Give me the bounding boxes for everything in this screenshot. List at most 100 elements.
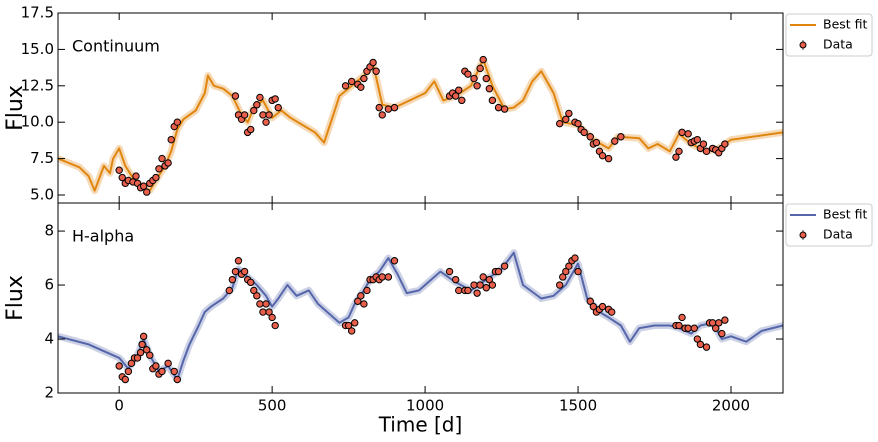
frame (57, 12, 784, 204)
data-point (354, 297, 362, 305)
data-point (384, 105, 393, 113)
data-point (693, 135, 702, 144)
data-point (451, 275, 460, 284)
legend-label: Best fit (823, 17, 868, 32)
data-point (675, 321, 683, 330)
data-point (482, 284, 490, 292)
data-point (372, 67, 380, 75)
data-point (574, 119, 582, 128)
x-axis-label: Time [d] (378, 413, 463, 437)
data-point (152, 362, 160, 370)
data-point (611, 137, 619, 145)
data-point (598, 302, 607, 311)
data-point (488, 281, 497, 289)
data-point (247, 278, 255, 287)
annotation: Continuum (72, 37, 160, 56)
data-point (164, 159, 172, 167)
data-point (228, 275, 237, 284)
data-point (341, 82, 350, 90)
y-tick-label: 15.0 (21, 40, 54, 58)
data-point (155, 165, 163, 173)
fit-band (58, 56, 783, 195)
data-point (586, 133, 594, 141)
data-point (250, 286, 258, 295)
data-point (482, 74, 490, 83)
y-tick-label: 12.5 (21, 76, 54, 94)
data-point (173, 375, 182, 384)
data-point (488, 96, 497, 105)
data-point (259, 308, 267, 316)
data-point (500, 105, 509, 113)
data-point (259, 111, 267, 119)
data-point (693, 335, 702, 343)
data-point (455, 286, 463, 295)
data-point (115, 362, 123, 370)
data-point (271, 95, 279, 103)
data-point (344, 321, 353, 330)
data-point (250, 106, 258, 115)
data-point (571, 254, 579, 262)
data-point (256, 300, 264, 308)
data-point (378, 273, 386, 281)
data-point (562, 115, 570, 123)
data-point (718, 329, 726, 338)
data-point (470, 281, 478, 289)
annotation: H-alpha (72, 227, 134, 246)
legend-label: Data (823, 37, 853, 52)
data-point (690, 324, 698, 332)
data-point (479, 55, 487, 64)
data-point (580, 128, 588, 137)
data-point (262, 300, 270, 308)
data-point (231, 267, 240, 276)
data-point (357, 83, 365, 91)
data-point (357, 292, 365, 300)
data-point (479, 273, 487, 281)
y-tick-label: 6 (44, 276, 54, 294)
data-point (458, 96, 466, 105)
data-point (555, 281, 564, 289)
data-point (363, 286, 371, 295)
data-point (240, 111, 249, 119)
data-point (476, 281, 484, 289)
y-tick-label: 5.0 (30, 185, 54, 203)
data-point (133, 354, 142, 362)
y-tick-label: 2 (44, 384, 54, 402)
frame (57, 202, 784, 394)
data-point (138, 340, 146, 349)
x-tick-label: 500 (258, 397, 287, 415)
data-point (485, 85, 494, 93)
data-point (473, 289, 481, 297)
data-point (271, 321, 279, 330)
data-point (675, 147, 683, 156)
data-point (384, 273, 393, 281)
data-point (262, 118, 270, 126)
data-point (565, 262, 573, 270)
data-point (234, 257, 243, 265)
data-point (712, 324, 720, 332)
data-point (574, 267, 582, 276)
data-point (702, 147, 711, 156)
data-point (473, 82, 481, 90)
data-point (173, 118, 182, 126)
data-point (485, 275, 494, 284)
data-point (684, 324, 692, 332)
legend-marker (799, 41, 807, 49)
data-point (164, 359, 172, 368)
data-point (555, 119, 564, 128)
data-point (158, 154, 166, 163)
data-point (721, 140, 729, 148)
data-point (253, 292, 261, 300)
plot-area (58, 55, 783, 196)
data-point (562, 267, 570, 276)
y-tick-label: 10.0 (21, 113, 54, 131)
fit-line (58, 58, 783, 192)
data-point (369, 58, 377, 67)
data-point (268, 313, 276, 322)
y-axis-label: Flux (3, 275, 28, 321)
data-point (351, 319, 359, 327)
y-tick-label: 17.5 (21, 4, 54, 22)
data-point (375, 103, 383, 112)
data-point (347, 77, 356, 86)
data-point (702, 343, 711, 351)
